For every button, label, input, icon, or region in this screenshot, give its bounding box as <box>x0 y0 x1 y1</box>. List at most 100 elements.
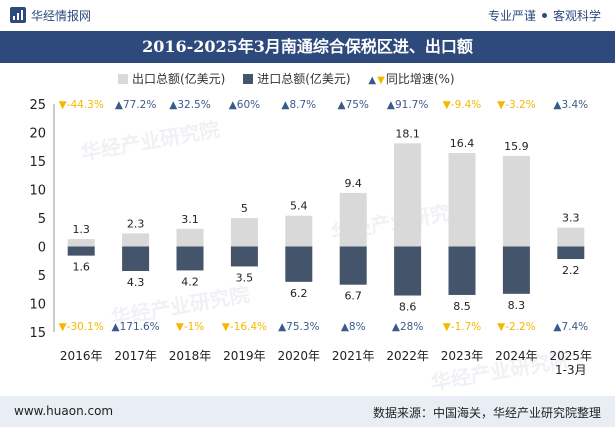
y-tick-label: 10 <box>29 298 46 313</box>
up-triangle-icon: ▲ <box>229 99 238 111</box>
export-bar <box>557 227 585 247</box>
export-value-label: 16.4 <box>450 137 475 150</box>
top-bar: 华经情报网 专业严谨 客观科学 <box>0 0 615 30</box>
legend-export: 出口总额(亿美元) <box>118 70 225 87</box>
yoy-import-label: ▼-2.2% <box>497 321 536 333</box>
yoy-value: -9.4% <box>451 99 481 111</box>
yoy-export-label: ▲3.4% <box>553 99 588 111</box>
yoy-export-label: ▼-9.4% <box>443 99 482 111</box>
up-triangle-icon: ▲ <box>337 99 346 111</box>
yoy-value: 77.2% <box>123 99 156 111</box>
yoy-value: 32.5% <box>177 99 210 111</box>
yoy-import-label: ▼-30.1% <box>59 321 104 333</box>
x-tick-label: 2017年 <box>114 349 157 363</box>
x-tick-label: 2019年 <box>223 349 266 363</box>
legend-yoy: ▲▼同比增速(%) <box>368 70 454 87</box>
x-tick-label: 2024年 <box>495 349 538 363</box>
import-value-label: 6.2 <box>290 287 308 300</box>
down-triangle-icon: ▼ <box>59 99 68 111</box>
y-tick-label: 15 <box>29 326 46 341</box>
export-bar <box>122 233 150 247</box>
x-tick-label: 2023年 <box>441 349 484 363</box>
yoy-value: -30.1% <box>67 321 104 333</box>
up-triangle-icon: ▲ <box>368 75 377 86</box>
up-triangle-icon: ▲ <box>341 321 350 333</box>
export-bar <box>176 228 204 247</box>
yoy-export-label: ▼-44.3% <box>59 99 104 111</box>
import-bar <box>394 246 422 296</box>
import-value-label: 8.5 <box>453 300 471 313</box>
x-tick-label: 2022年 <box>386 349 429 363</box>
import-bar <box>122 246 150 272</box>
yoy-export-label: ▲32.5% <box>169 99 210 111</box>
yoy-value: 7.4% <box>561 321 588 333</box>
yoy-value: 75.3% <box>286 321 319 333</box>
import-value-label: 6.7 <box>344 290 362 303</box>
footer: www.huaon.com 数据来源：中国海关，华经产业研究院整理 <box>0 396 615 427</box>
down-triangle-icon: ▼ <box>176 321 185 333</box>
export-bar <box>448 153 476 247</box>
export-value-label: 3.3 <box>562 212 580 225</box>
export-bar <box>502 155 530 247</box>
export-value-label: 15.9 <box>504 140 529 153</box>
yoy-value: 3.4% <box>561 99 588 111</box>
yoy-export-label: ▲75% <box>337 99 368 111</box>
yoy-import-label: ▼-1.7% <box>443 321 482 333</box>
export-value-label: 9.4 <box>344 177 362 190</box>
yoy-value: 8.7% <box>289 99 316 111</box>
import-value-label: 2.2 <box>562 264 580 277</box>
yoy-export-label: ▼-3.2% <box>497 99 536 111</box>
yoy-import-label: ▲75.3% <box>278 321 319 333</box>
down-triangle-icon: ▼ <box>443 321 452 333</box>
down-triangle-icon: ▼ <box>59 321 68 333</box>
footer-source: 数据来源：中国海关，华经产业研究院整理 <box>372 406 601 420</box>
yoy-value: -2.2% <box>505 321 535 333</box>
yoy-value: 8% <box>349 321 366 333</box>
x-tick-label: 2018年 <box>169 349 212 363</box>
down-triangle-icon: ▼ <box>222 321 231 333</box>
down-triangle-icon: ▼ <box>497 321 506 333</box>
export-bar <box>339 192 367 247</box>
slogan-right: 客观科学 <box>552 9 601 23</box>
y-tick-label: 0 <box>38 241 46 256</box>
export-value-label: 2.3 <box>127 217 145 230</box>
x-tick-label: 2020年 <box>278 349 321 363</box>
import-value-label: 4.2 <box>181 275 199 288</box>
brand-name: 华经情报网 <box>31 9 92 23</box>
import-value-label: 8.6 <box>399 301 417 314</box>
yoy-import-label: ▼-1% <box>176 321 205 333</box>
export-bar <box>285 215 313 247</box>
legend-yoy-label: 同比增速(%) <box>385 72 455 86</box>
up-triangle-icon: ▲ <box>553 99 562 111</box>
up-triangle-icon: ▲ <box>281 99 290 111</box>
up-triangle-icon: ▲ <box>387 99 396 111</box>
legend-export-label: 出口总额(亿美元) <box>132 72 226 86</box>
up-triangle-icon: ▲ <box>112 321 121 333</box>
import-bar <box>339 246 367 285</box>
import-bar <box>448 246 476 295</box>
title-bar: 2016-2025年3月南通综合保税区进、出口额 <box>0 31 615 63</box>
y-tick-label: 5 <box>38 212 46 227</box>
slogan: 专业严谨 客观科学 <box>488 7 601 24</box>
export-bar <box>394 143 422 247</box>
legend-import-label: 进口总额(亿美元) <box>257 72 351 86</box>
export-value-label: 18.1 <box>395 127 420 140</box>
yoy-value: -16.4% <box>230 321 267 333</box>
export-value-label: 3.1 <box>181 213 199 226</box>
export-value-label: 5 <box>241 202 248 215</box>
yoy-value: -1% <box>184 321 204 333</box>
yoy-export-label: ▲91.7% <box>387 99 428 111</box>
yoy-value: 28% <box>400 321 423 333</box>
up-triangle-icon: ▲ <box>115 99 124 111</box>
yoy-import-label: ▲171.6% <box>112 321 160 333</box>
down-triangle-icon: ▼ <box>497 99 506 111</box>
yoy-value: 75% <box>346 99 369 111</box>
import-value-label: 1.6 <box>72 261 90 274</box>
x-tick-label: 2021年 <box>332 349 375 363</box>
import-bar <box>285 246 313 282</box>
down-triangle-icon: ▼ <box>443 99 452 111</box>
dot-icon <box>541 13 547 18</box>
yoy-import-label: ▲28% <box>392 321 423 333</box>
import-value-label: 4.3 <box>127 276 145 289</box>
export-bar <box>230 218 258 247</box>
